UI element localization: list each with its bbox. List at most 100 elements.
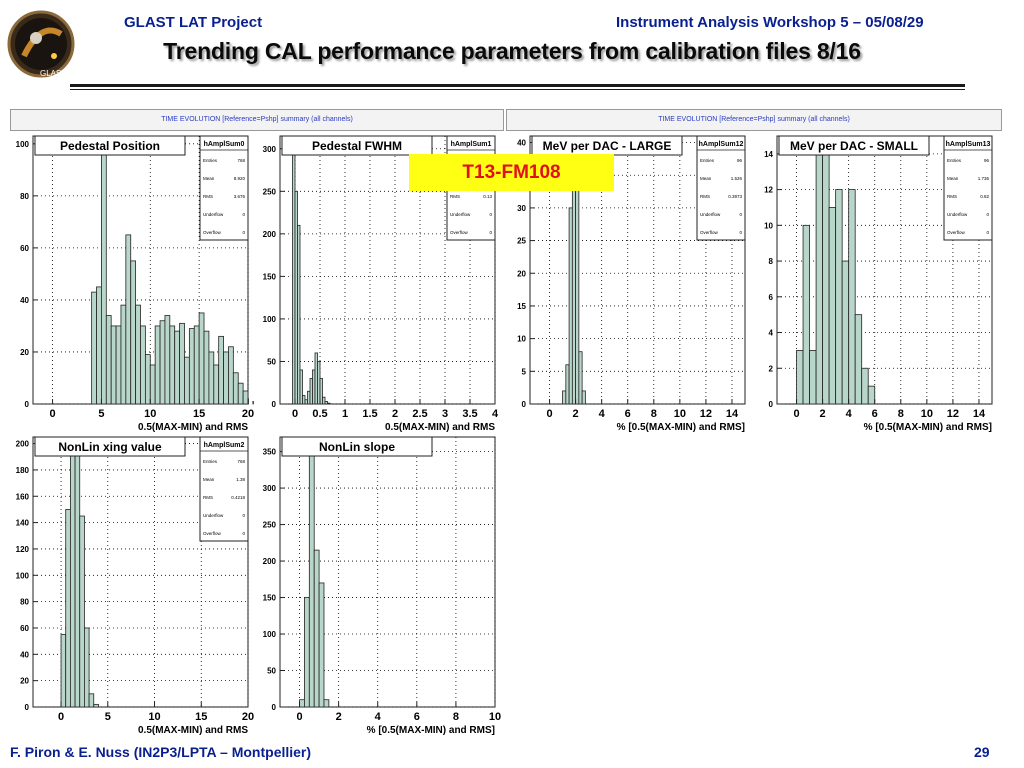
histogram-bar xyxy=(88,693,95,708)
y-tick-label: 25 xyxy=(517,237,526,246)
histogram-bar xyxy=(193,325,200,405)
histogram-5: 0 50 100 150 200 250 300 350 0 2 4 6 8 10 % [0.5(MAX-M… xyxy=(263,436,501,736)
x-tick-label: 0 xyxy=(292,408,298,420)
histogram-bar xyxy=(120,304,127,405)
x-tick-label: 15 xyxy=(195,711,207,723)
histogram-title-box xyxy=(34,135,186,156)
stats-value: 768 xyxy=(237,459,245,464)
histogram-4: 0 20 40 60 80 100 120 140 160 180 200 0 5 10 15 20 0.5(M… xyxy=(16,436,254,736)
y-tick-label: 40 xyxy=(20,650,29,659)
x-tick-label: 0 xyxy=(296,711,302,723)
histogram-title-box xyxy=(281,436,433,457)
y-tick-label: 80 xyxy=(20,598,29,607)
stats-key: Overflow xyxy=(700,230,719,235)
stats-value: 0 xyxy=(986,230,989,235)
x-tick-label: 14 xyxy=(726,408,739,420)
x-tick-label: 20 xyxy=(242,408,254,420)
histogram-bar xyxy=(60,634,67,708)
stats-value: 768 xyxy=(237,158,245,163)
histogram-bar xyxy=(154,325,161,405)
histogram-bar xyxy=(135,304,141,405)
logo-text: GLAST xyxy=(40,69,66,78)
stats-value: 0 xyxy=(242,531,245,536)
workshop-name: Instrument Analysis Workshop 5 – 05/08/2… xyxy=(616,14,924,31)
histogram-bar xyxy=(854,314,863,405)
stats-key: Overflow xyxy=(947,230,966,235)
histogram-bar xyxy=(867,385,876,405)
histogram-bar xyxy=(323,699,330,708)
stats-key: Underflow xyxy=(450,212,471,217)
y-tick-label: 10 xyxy=(517,335,526,344)
histogram-bar xyxy=(140,325,146,405)
histogram-bar xyxy=(237,382,244,405)
x-tick-label: 1.5 xyxy=(362,408,377,420)
histogram-bar xyxy=(174,330,180,405)
histogram-bar xyxy=(848,189,856,405)
y-tick-label: 300 xyxy=(263,145,277,154)
x-tick-label: 2 xyxy=(336,711,342,723)
histogram-title-box xyxy=(778,135,930,156)
stats-key: Underflow xyxy=(203,513,224,518)
histogram-title: Pedestal Position xyxy=(60,139,160,153)
y-tick-label: 100 xyxy=(16,571,30,580)
y-tick-label: 350 xyxy=(263,448,277,457)
stats-value: 0 xyxy=(739,212,742,217)
stats-name: hAmplSum2 xyxy=(204,442,245,449)
stats-value: 3.676 xyxy=(234,194,246,199)
stats-key: RMS xyxy=(450,194,460,199)
x-tick-label: 4 xyxy=(492,408,499,420)
histogram-bar xyxy=(91,291,97,405)
x-tick-label: 8 xyxy=(898,408,904,420)
x-tick-label: 0 xyxy=(546,408,552,420)
histogram-bar xyxy=(188,328,195,405)
histogram-title: NonLin slope xyxy=(319,440,395,454)
y-tick-label: 150 xyxy=(263,594,277,603)
histogram-bar xyxy=(562,390,567,405)
histogram-bar xyxy=(125,234,132,405)
histogram-bar xyxy=(252,400,254,405)
y-tick-label: 180 xyxy=(16,466,30,475)
stats-box xyxy=(199,436,249,542)
histogram-bar xyxy=(304,597,310,708)
histogram-bar xyxy=(164,315,171,405)
x-tick-label: 12 xyxy=(700,408,712,420)
y-tick-label: 100 xyxy=(263,630,277,639)
histogram-bar xyxy=(105,315,112,405)
y-tick-label: 60 xyxy=(20,244,29,253)
stats-key: Underflow xyxy=(203,212,224,217)
y-tick-label: 0 xyxy=(522,400,527,409)
y-tick-label: 15 xyxy=(517,302,526,311)
stats-value: 1.38 xyxy=(236,477,245,482)
y-tick-label: 6 xyxy=(769,293,774,302)
x-tick-label: 6 xyxy=(625,408,631,420)
stats-value: 0.3973 xyxy=(728,194,742,199)
x-axis-label: 0.5(MAX-MIN) and RMS xyxy=(138,422,248,433)
histogram-bar xyxy=(184,356,190,405)
slide-title: Trending CAL performance parameters from… xyxy=(163,38,861,64)
x-tick-label: 0.5 xyxy=(312,408,327,420)
x-axis-label: % [0.5(MAX-MIN) and RMS] xyxy=(864,422,992,433)
x-tick-label: 4 xyxy=(375,711,382,723)
x-tick-label: 10 xyxy=(921,408,933,420)
histogram-bar xyxy=(115,325,122,405)
stats-key: Mean xyxy=(700,176,712,181)
histogram-bar xyxy=(79,515,85,708)
stats-value: 0 xyxy=(242,212,245,217)
histogram-title-box xyxy=(34,436,186,457)
x-axis-label: 0.5(MAX-MIN) and RMS xyxy=(385,422,495,433)
histogram-bar xyxy=(318,582,325,708)
histogram-bar xyxy=(198,312,205,405)
y-tick-label: 200 xyxy=(16,440,30,449)
x-tick-label: 6 xyxy=(414,711,420,723)
y-tick-label: 40 xyxy=(517,139,526,148)
histogram-bar xyxy=(179,322,185,405)
histogram-bar xyxy=(322,396,326,405)
y-tick-label: 0 xyxy=(272,703,277,712)
page-number: 29 xyxy=(974,744,990,760)
module-tag: T13-FM108 xyxy=(409,154,614,191)
y-tick-label: 0 xyxy=(769,400,774,409)
x-tick-label: 4 xyxy=(599,408,606,420)
y-tick-label: 200 xyxy=(263,557,277,566)
histogram-bar xyxy=(581,390,586,405)
y-tick-label: 160 xyxy=(16,492,30,501)
